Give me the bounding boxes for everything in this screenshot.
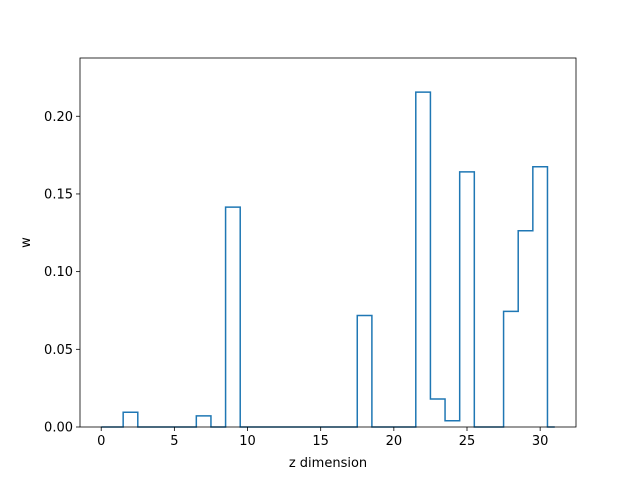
x-tick-label: 5 bbox=[170, 434, 178, 449]
axes-frame bbox=[79, 57, 577, 428]
x-tick-label: 20 bbox=[386, 434, 403, 449]
y-tick-label: 0.05 bbox=[44, 343, 73, 358]
x-tick-label: 25 bbox=[459, 434, 476, 449]
y-tick-label: 0.10 bbox=[44, 265, 73, 280]
y-tick-label: 0.20 bbox=[44, 110, 73, 125]
x-tick-label: 10 bbox=[239, 434, 256, 449]
x-tick-label: 0 bbox=[97, 434, 105, 449]
y-tick-label: 0.15 bbox=[44, 187, 73, 202]
y-tick-label: 0.00 bbox=[44, 421, 73, 436]
x-axis-label: z dimension bbox=[289, 456, 367, 471]
y-axis-label: w bbox=[19, 237, 34, 248]
x-tick-label: 15 bbox=[312, 434, 329, 449]
x-tick-label: 30 bbox=[532, 434, 549, 449]
axis-ticks: 0 5 10 15 20 25 30 0.00 0.05 0.10 0.15 0.20 bbox=[44, 110, 548, 449]
